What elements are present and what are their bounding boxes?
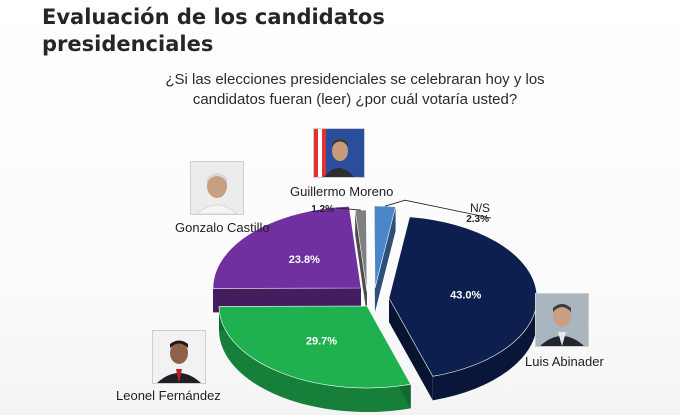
photo-luis-abinader bbox=[535, 293, 589, 347]
pie-slice-leonel-fern-ndez bbox=[218, 305, 412, 389]
label-guillermo-moreno: Guillermo Moreno bbox=[290, 184, 394, 199]
label-gonzalo-castillo: Gonzalo Castillo bbox=[175, 220, 270, 235]
survey-question: ¿Si las elecciones presidenciales se cel… bbox=[165, 71, 545, 108]
photo-guillermo-moreno bbox=[313, 128, 365, 178]
data-label-leonel-fern-ndez: 29.7% bbox=[306, 335, 337, 347]
pie-slice-luis-abinader bbox=[388, 216, 538, 377]
portrait-gonzalo-castillo-icon bbox=[191, 162, 243, 214]
pie-slice-guillermo-moreno bbox=[354, 209, 368, 293]
portrait-luis-abinader-icon bbox=[536, 294, 588, 346]
leader-line-guillermo-moreno bbox=[335, 207, 361, 211]
data-label-guillermo-moreno: 1.2% bbox=[311, 204, 334, 215]
slide-title: Evaluación de los candidatos presidencia… bbox=[42, 5, 385, 56]
label-ns: N/S bbox=[470, 201, 491, 215]
leader-line-ns bbox=[384, 199, 492, 219]
portrait-guillermo-moreno-icon bbox=[314, 129, 364, 177]
portrait-leonel-fernandez-icon bbox=[153, 331, 205, 383]
label-leonel-fernandez: Leonel Fernández bbox=[116, 388, 221, 403]
pie-slice-gonzalo-castillo bbox=[212, 205, 362, 289]
data-label-gonzalo-castillo: 23.8% bbox=[289, 254, 320, 266]
data-label-n-s: 2.3% bbox=[466, 214, 489, 225]
photo-gonzalo-castillo bbox=[190, 161, 244, 215]
photo-leonel-fernandez bbox=[152, 330, 206, 384]
pie-slice-n-s bbox=[373, 205, 396, 289]
data-label-luis-abinader: 43.0% bbox=[450, 290, 481, 302]
label-luis-abinader: Luis Abinader bbox=[525, 354, 604, 369]
